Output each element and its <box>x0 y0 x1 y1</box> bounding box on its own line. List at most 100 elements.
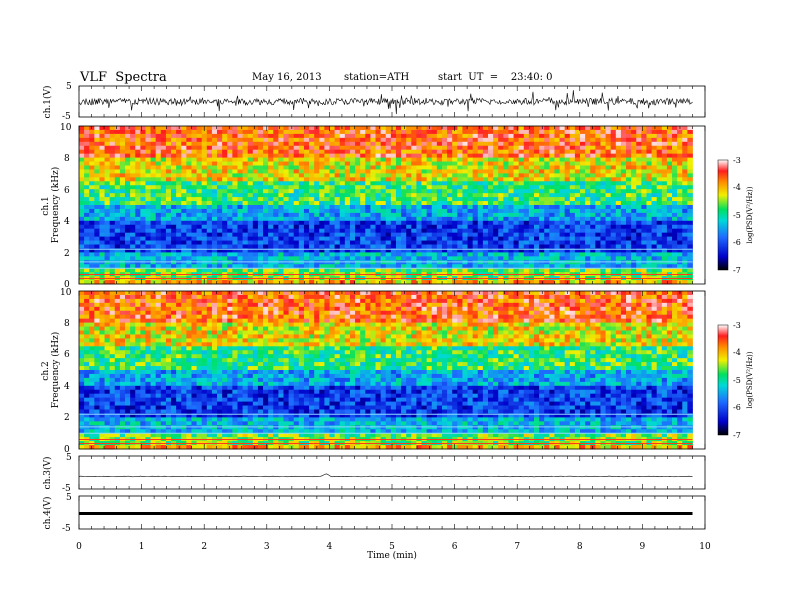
spectrogram-cell <box>651 141 658 147</box>
spectrogram-cell <box>641 165 647 170</box>
spectrogram-cell <box>411 240 417 245</box>
spectrogram-cell <box>564 224 571 230</box>
spectrogram-cell <box>682 228 688 234</box>
spectrogram-cell <box>656 280 663 285</box>
spectrogram-cell <box>661 126 668 131</box>
spectrogram-cell <box>298 212 305 218</box>
spectrogram-cell <box>421 145 428 151</box>
spectrogram-cell <box>651 197 658 202</box>
spectrogram-cell <box>523 212 530 218</box>
spectrogram-cell <box>636 145 642 151</box>
spectrogram-cell <box>641 260 647 265</box>
spectrogram-cell <box>165 256 172 261</box>
spectrogram-cell <box>631 260 637 265</box>
spectrogram-cell <box>329 224 336 230</box>
spectrogram-cell <box>334 153 341 158</box>
spectrogram-cell <box>227 169 233 174</box>
spectrogram-cell <box>421 256 428 261</box>
spectrogram-cell <box>498 252 504 257</box>
spectrogram-cell <box>416 141 422 147</box>
spectrogram-cell <box>227 181 233 186</box>
spectrogram-cell <box>467 268 474 273</box>
spectrogram-cell <box>339 220 346 226</box>
spectrogram-cell <box>263 224 269 230</box>
spectrogram-cell <box>237 173 243 178</box>
spectrogram-cell <box>355 252 361 257</box>
spectrogram-cell <box>125 205 131 210</box>
spectrogram-cell <box>666 232 673 237</box>
spectrogram-cell <box>160 137 167 143</box>
spectrogram-cell <box>339 212 346 218</box>
spectrogram-cell <box>651 185 658 190</box>
spectrogram-cell <box>411 280 417 285</box>
spectrogram-cell <box>544 193 550 198</box>
spectrogram-cell <box>406 212 412 218</box>
spectrogram-cell <box>467 240 474 245</box>
spectrogram-cell <box>447 216 453 222</box>
spectrogram-cell <box>528 193 535 198</box>
spectrogram-cell <box>309 157 315 162</box>
spectrogram-cell <box>119 291 126 296</box>
spectrogram-cell <box>390 240 397 245</box>
spectrogram-cell <box>559 260 566 265</box>
spectrogram-cell <box>227 177 233 182</box>
spectrogram-cell <box>130 216 136 222</box>
spectrogram-cell <box>441 280 448 285</box>
spectrogram-cell <box>109 268 116 273</box>
spectrogram-cell <box>288 228 295 234</box>
spectrogram-cell <box>503 129 509 135</box>
spectrogram-cell <box>441 141 448 147</box>
spectrogram-cell <box>687 240 693 245</box>
spectrogram-cell <box>191 177 197 182</box>
spectrogram-cell <box>595 212 601 218</box>
spectrogram-cell <box>467 291 474 296</box>
spectrogram-cell <box>549 220 555 226</box>
spectrogram-cell <box>242 153 249 158</box>
spectrogram-cell <box>222 224 228 230</box>
spectrogram-cell <box>457 181 463 186</box>
spectrogram-cell <box>590 185 596 190</box>
spectrogram-cell <box>472 173 479 178</box>
spectrogram-cell <box>217 208 223 214</box>
spectrogram-cell <box>211 212 218 218</box>
spectrogram-cell <box>528 137 535 143</box>
spectrogram-cell <box>104 149 111 155</box>
spectrogram-cell <box>590 129 596 135</box>
spectrogram-cell <box>574 133 581 139</box>
spectrogram-cell <box>395 228 402 234</box>
spectrogram-cell <box>140 177 146 182</box>
spectrogram-cell <box>109 153 116 158</box>
spectrogram-cell <box>160 252 167 257</box>
spectrogram-cell <box>349 129 356 135</box>
spectrogram-cell <box>508 141 514 147</box>
spectrogram-cell <box>549 165 555 170</box>
spectrogram-cell <box>452 193 458 198</box>
spectrogram-cell <box>211 189 218 194</box>
spectrogram-cell <box>493 133 499 139</box>
spectrogram-cell <box>339 165 346 170</box>
spectrogram-cell <box>641 177 647 182</box>
spectrogram-cell <box>349 205 356 210</box>
spectrogram-cell <box>493 240 499 245</box>
spectrogram-cell <box>508 137 514 143</box>
spectrogram-cell <box>160 260 167 265</box>
spectrogram-cell <box>620 208 627 214</box>
spectrogram-cell <box>636 126 642 131</box>
spectrogram-cell <box>201 224 208 230</box>
spectrogram-cell <box>349 256 356 261</box>
spectrogram-cell <box>477 260 484 265</box>
spectrogram-cell <box>477 220 484 226</box>
spectrogram-cell <box>631 220 637 226</box>
spectrogram-cell <box>370 133 376 139</box>
spectrogram-cell <box>232 268 238 273</box>
spectrogram-cell <box>498 165 504 170</box>
spectrogram-cell <box>651 236 658 241</box>
spectrogram-cell <box>416 232 422 237</box>
spectrogram-cell <box>201 161 208 166</box>
spectrogram-cell <box>477 291 484 296</box>
spectrogram-cell <box>165 228 172 234</box>
spectrogram-cell <box>150 126 157 131</box>
spectrogram-cell <box>247 248 254 253</box>
spectrogram-cell <box>462 201 468 206</box>
spectrogram-cell <box>375 137 382 143</box>
